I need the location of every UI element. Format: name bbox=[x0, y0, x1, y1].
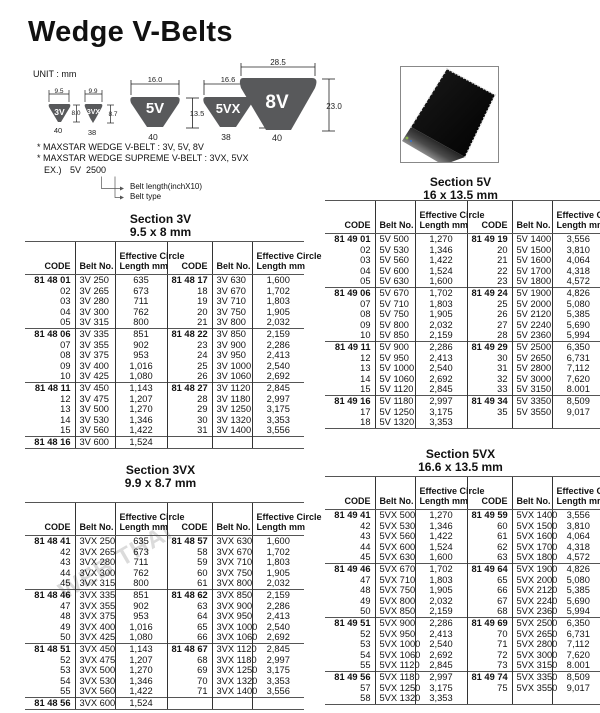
svg-text:23.0: 23.0 bbox=[326, 102, 342, 111]
